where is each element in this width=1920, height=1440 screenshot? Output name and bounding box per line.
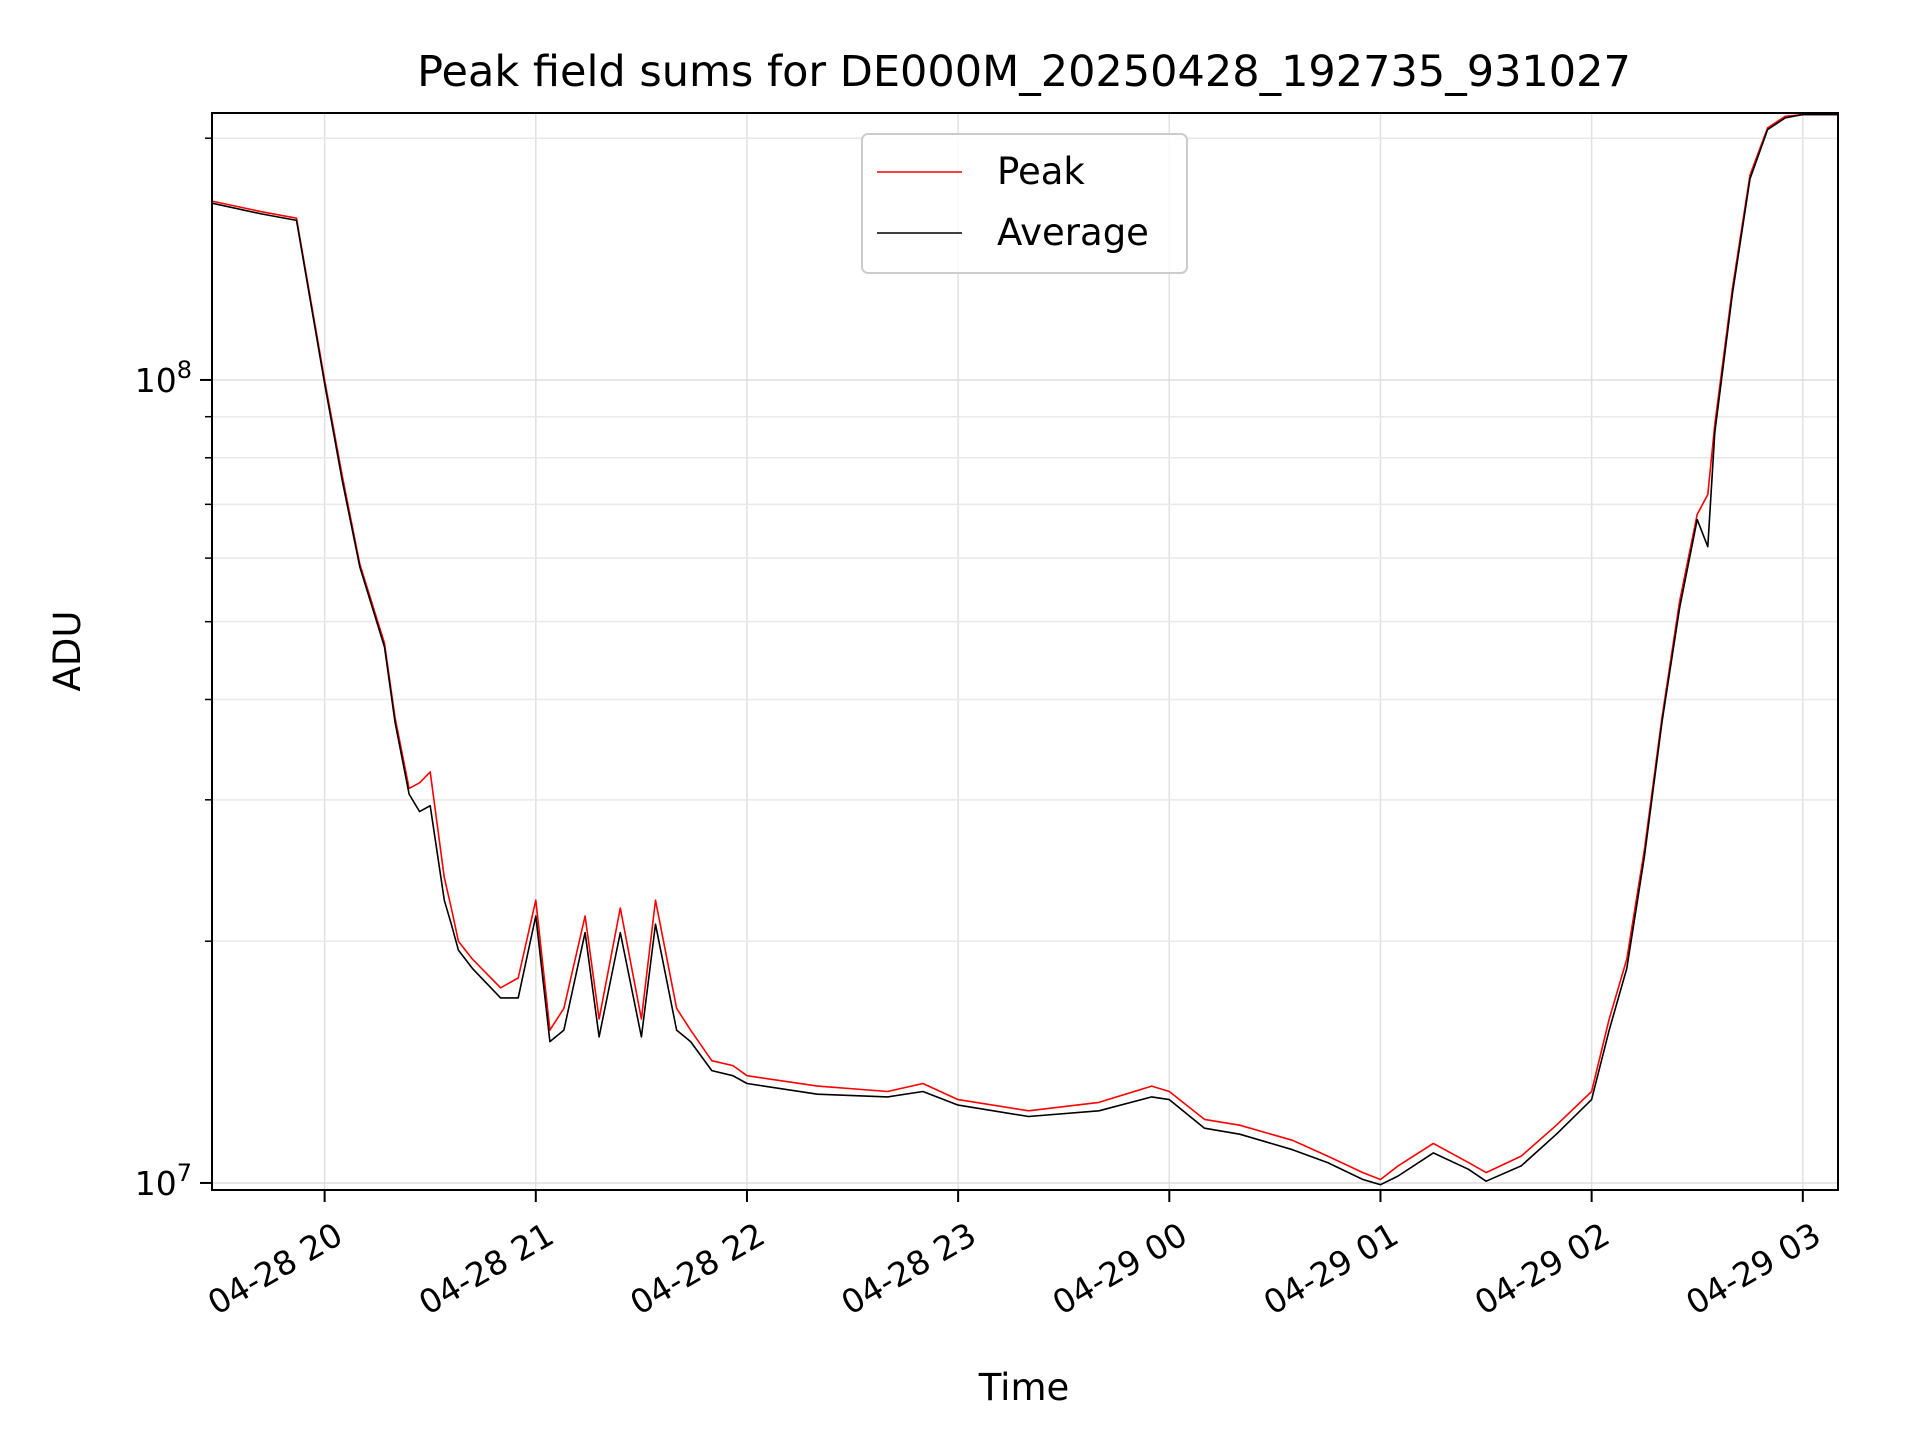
series-line-average bbox=[212, 113, 1838, 1186]
y-axis: 107 108 bbox=[135, 137, 212, 1203]
grid bbox=[212, 113, 1838, 1190]
legend-label-peak: Peak bbox=[997, 150, 1085, 193]
plot-area bbox=[212, 113, 1838, 1186]
y-axis-label: ADU bbox=[46, 611, 89, 692]
y-tick-label: 108 bbox=[135, 356, 192, 400]
chart-title: Peak field sums for DE000M_20250428_1927… bbox=[417, 47, 1631, 97]
legend: Peak Average bbox=[861, 133, 1188, 274]
series-layer bbox=[212, 113, 1838, 1186]
legend-box bbox=[861, 133, 1188, 274]
y-tick-label: 107 bbox=[135, 1159, 192, 1203]
legend-label-average: Average bbox=[997, 211, 1149, 254]
plot-frame bbox=[211, 112, 1839, 1191]
x-axis-label: Time bbox=[978, 1366, 1070, 1409]
